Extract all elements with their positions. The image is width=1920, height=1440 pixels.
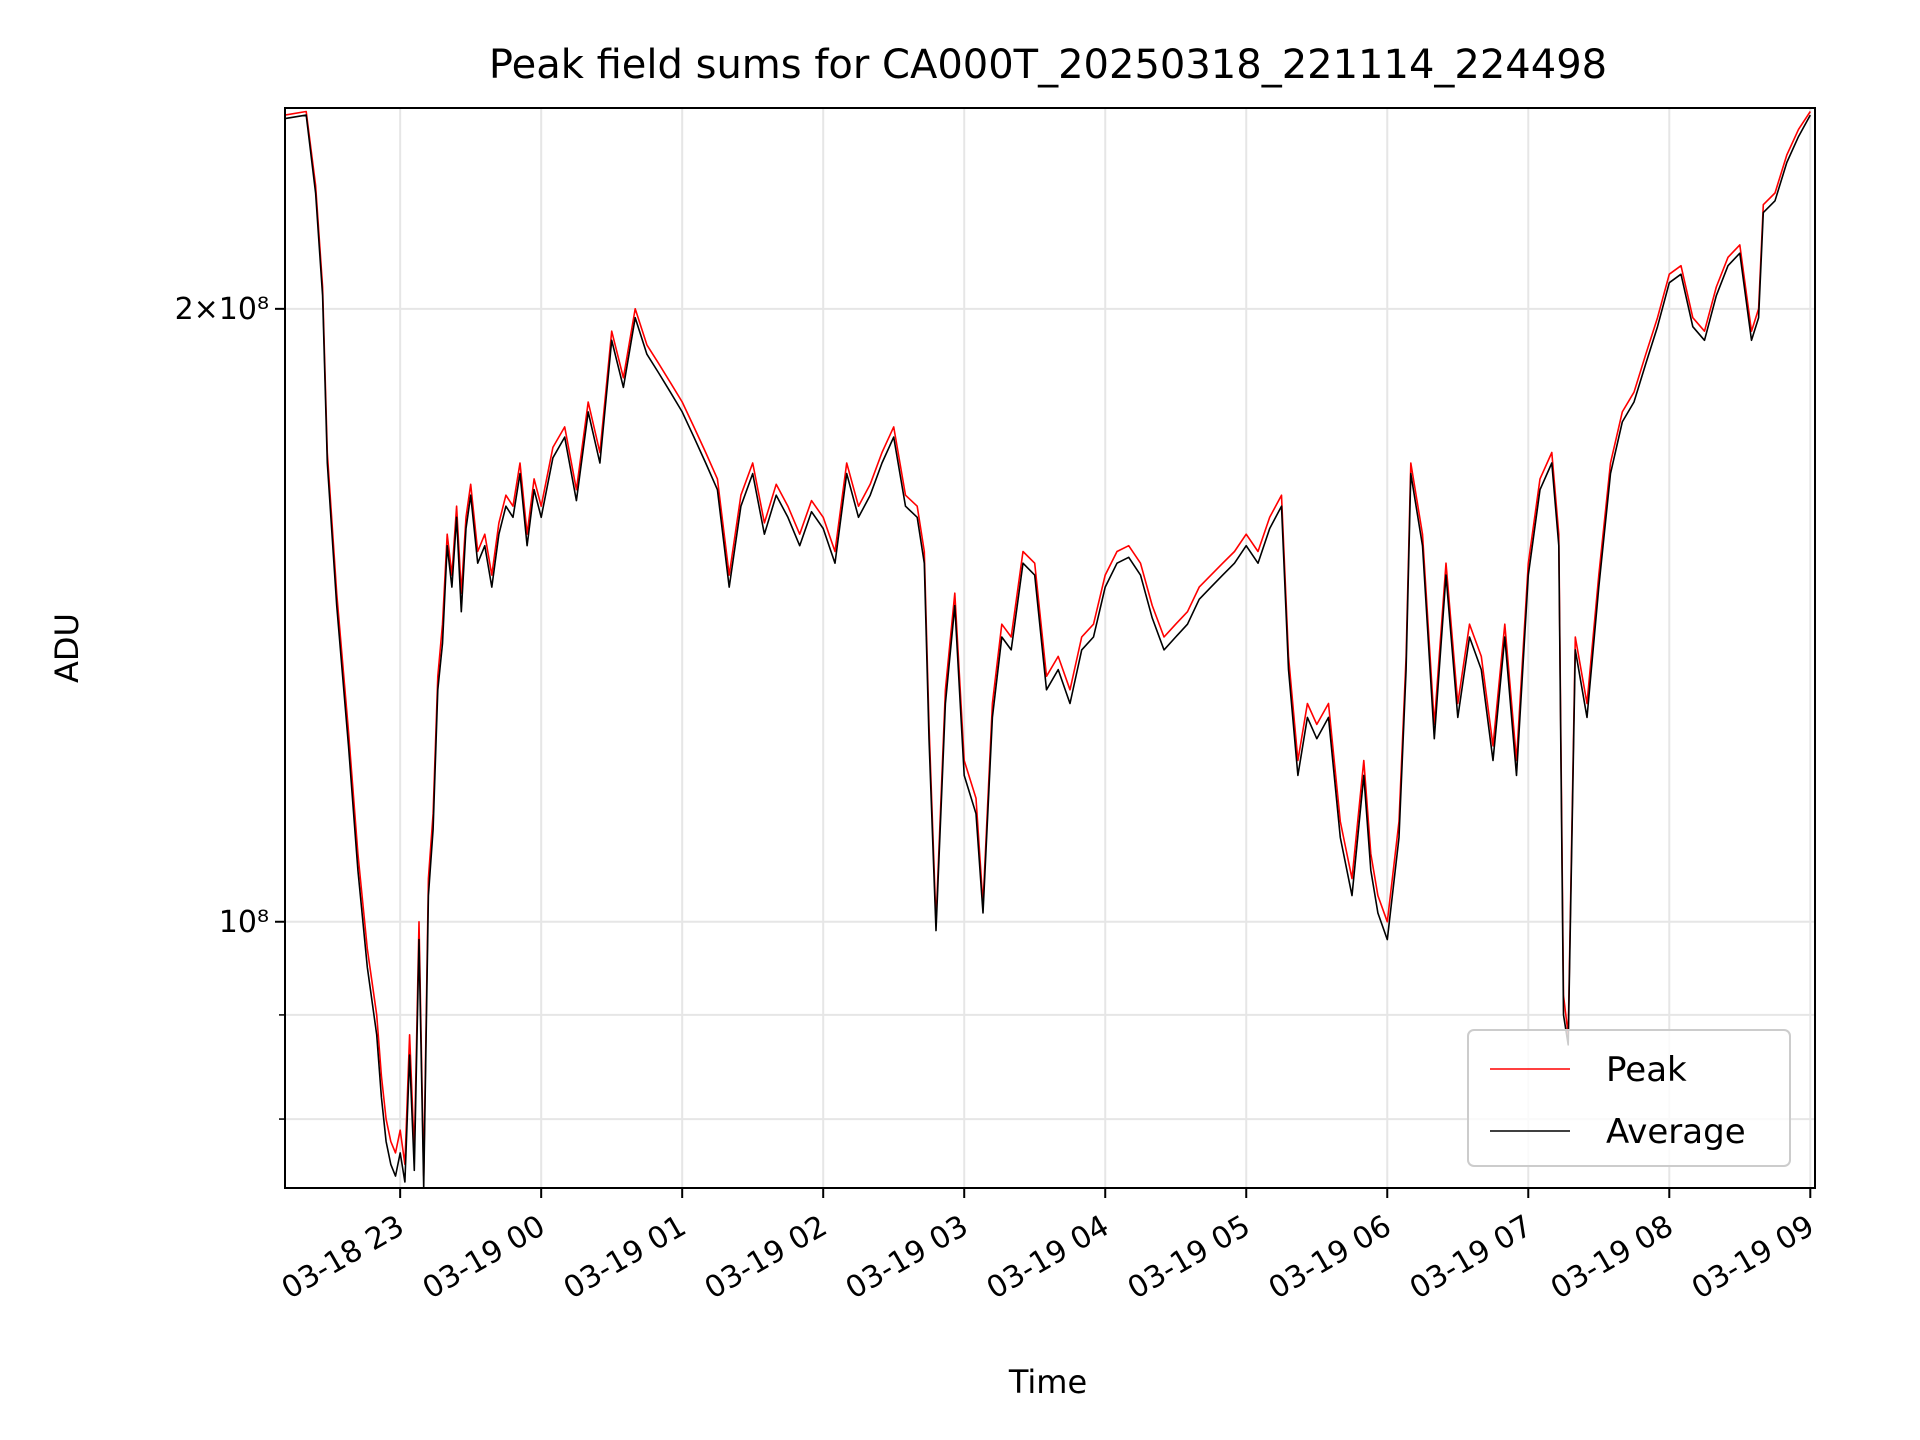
series-peak-line xyxy=(284,110,1811,1177)
legend-box xyxy=(1467,1029,1791,1167)
grid xyxy=(285,108,1815,1188)
y-tick-label: 2×10⁸ xyxy=(175,292,269,327)
plot-frame xyxy=(284,107,1816,1189)
legend: Peak Average xyxy=(1467,1029,1791,1167)
chart-title: Peak field sums for CA000T_20250318_2211… xyxy=(489,42,1607,88)
series-layer xyxy=(284,110,1812,1189)
series-average-line xyxy=(284,114,1812,1189)
y-tick-label: 10⁸ xyxy=(219,905,269,940)
y-axis-title: ADU xyxy=(48,613,86,683)
x-axis-title: Time xyxy=(1008,1363,1087,1401)
legend-label-average: Average xyxy=(1606,1112,1746,1152)
legend-label-peak: Peak xyxy=(1606,1050,1687,1090)
